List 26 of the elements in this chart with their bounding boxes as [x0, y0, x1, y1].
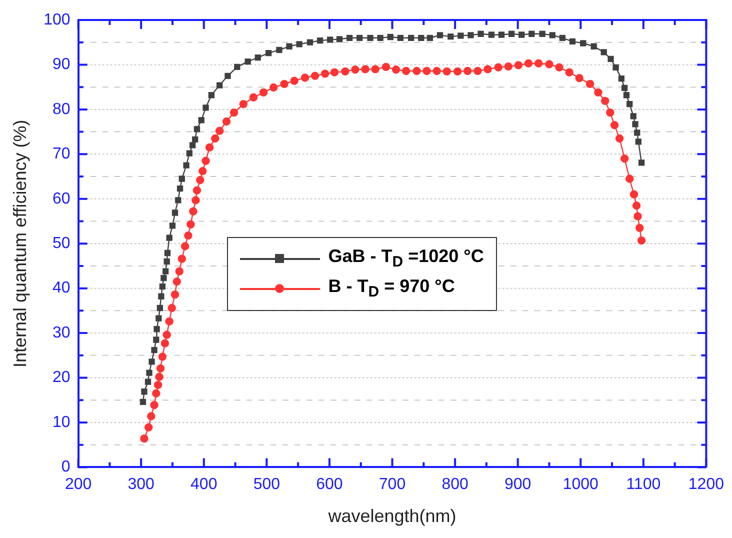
x-tick-label: 700: [378, 476, 406, 494]
x-tick-label: 600: [316, 476, 343, 494]
y-tick-label: 100: [44, 11, 70, 28]
y-tick-label: 10: [52, 414, 70, 431]
x-tick-label: 1100: [626, 476, 661, 494]
x-tick-label: 1000: [562, 476, 599, 494]
y-axis-title: Internal quantum efficiency (%): [10, 120, 30, 368]
x-tick-label: 300: [128, 476, 155, 494]
x-tick-label: 800: [442, 476, 468, 494]
x-tick-label: 900: [504, 476, 532, 494]
y-tick-label: 60: [52, 190, 70, 208]
y-tick-label: 20: [52, 369, 70, 386]
x-axis-title: wavelength(nm): [327, 506, 456, 526]
x-tick-label: 200: [64, 476, 92, 494]
y-tick-label: 40: [52, 280, 70, 297]
legend-label: B - T$_{D}$ = 970 °C: [328, 276, 455, 301]
x-tick-label: 400: [190, 476, 218, 494]
x-tick-label: 500: [253, 476, 280, 494]
x-tick-label: 1200: [688, 476, 724, 494]
y-tick-label: 30: [52, 324, 70, 342]
legend-label: GaB - T$_{D}$ =1020 °C: [328, 246, 484, 271]
y-tick-label: 80: [52, 100, 70, 118]
y-tick-label: 0: [61, 458, 70, 476]
y-tick-label: 90: [52, 56, 70, 74]
y-tick-label: 50: [52, 235, 70, 252]
y-tick-label: 70: [52, 146, 70, 163]
